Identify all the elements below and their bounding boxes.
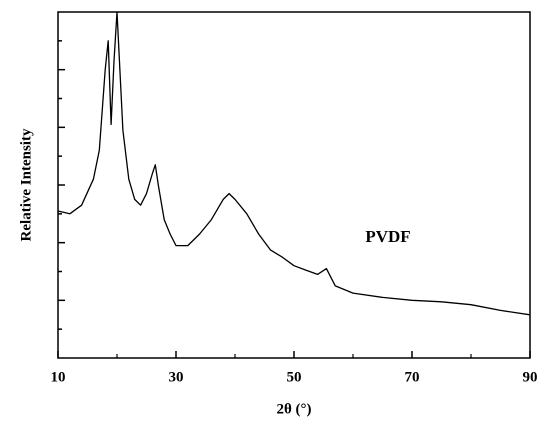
x-tick-label: 90 [523,369,538,385]
y-axis-label: Relative Intensity [18,128,34,241]
annotation: PVDF [365,227,410,246]
x-axis-label: 2θ (°) [276,401,311,417]
x-tick-label: 50 [287,369,302,385]
x-tick-label: 30 [169,369,184,385]
x-tick-label: 10 [51,369,66,385]
x-tick-label: 70 [405,369,420,385]
data-line [57,11,531,316]
plot-frame [57,11,531,359]
